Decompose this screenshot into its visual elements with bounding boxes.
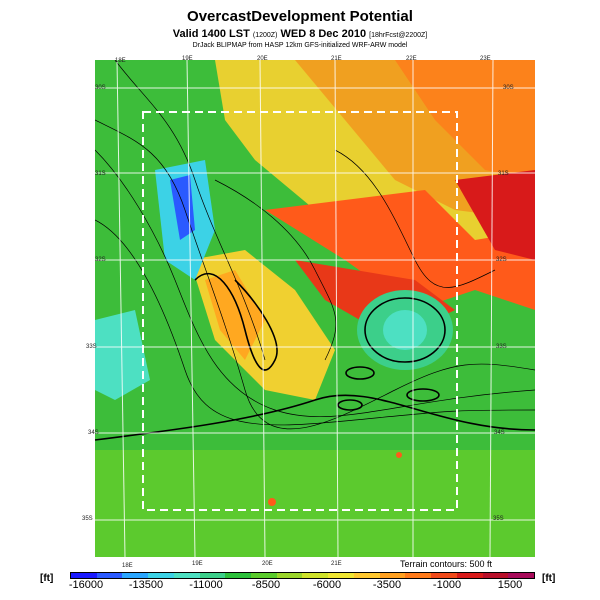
lat-label-right: 32S (496, 257, 507, 263)
colorbar-tick: -3500 (372, 579, 402, 591)
colorbar-tick: -11000 (189, 579, 223, 591)
colorbar-swatch (199, 573, 226, 578)
colorbar-swatch (148, 573, 174, 578)
lon-label-top: 20E (257, 56, 268, 62)
lat-label-left: 34S (88, 430, 99, 436)
lat-label-right: 34S (494, 430, 505, 436)
colorbar-swatch (225, 573, 252, 578)
lon-label-top: 18E (115, 58, 126, 64)
colorbar-swatch (251, 573, 277, 578)
map-title: OvercastDevelopment Potential (187, 8, 413, 25)
terrain-contours-note: Terrain contours: 500 ft (400, 559, 493, 569)
lat-label-left: 30S (95, 85, 106, 91)
colorbar-tick: -13500 (128, 579, 164, 591)
lon-label-bottom: 19E (192, 561, 203, 567)
lon-label-bottom: 21E (331, 561, 342, 567)
colorbar-swatch (431, 573, 457, 578)
colorbar-swatch (405, 573, 432, 578)
colorbar-swatch (353, 573, 380, 578)
lon-label-bottom: 20E (262, 561, 273, 567)
lat-label-left: 35S (82, 516, 93, 522)
colorbar-tick: -6000 (312, 579, 342, 591)
lat-label-left: 32S (95, 257, 106, 263)
lat-label-left: 33S (86, 344, 97, 350)
colorbar-swatch (122, 573, 149, 578)
colorbar-swatch (276, 573, 303, 578)
colorbar (70, 572, 535, 579)
colorbar-swatch (71, 573, 97, 578)
colorbar-unit-left: [ft] (40, 573, 54, 584)
lon-label-top: 21E (331, 56, 342, 62)
credit-line: DrJack BLIPMAP from HASP 12km GFS-initia… (192, 42, 408, 49)
colorbar-tick: -8500 (251, 579, 281, 591)
lat-label-right: 31S (498, 171, 509, 177)
colorbar-tick: 1500 (497, 579, 523, 591)
colorbar-swatch (379, 573, 406, 578)
forecast-map (95, 60, 535, 557)
colorbar-tick: -1000 (432, 579, 462, 591)
colorbar-unit-right: [ft] (542, 573, 556, 584)
colorbar-swatch (456, 573, 483, 578)
lat-label-right: 33S (496, 344, 507, 350)
colorbar-swatch (328, 573, 354, 578)
colorbar-tick: -16000 (68, 579, 104, 591)
colorbar-swatch (508, 573, 534, 578)
lon-label-top: 23E (480, 56, 491, 62)
lat-label-right: 35S (493, 516, 504, 522)
lon-label-top: 19E (182, 56, 193, 62)
colorbar-swatch (482, 573, 509, 578)
lat-label-left: 31S (95, 171, 106, 177)
lon-label-bottom: 18E (122, 563, 133, 569)
colorbar-swatch (173, 573, 200, 578)
colorbar-swatch (302, 573, 329, 578)
lat-label-right: 30S (503, 85, 514, 91)
lon-label-top: 22E (406, 56, 417, 62)
colorbar-swatch (96, 573, 123, 578)
valid-time: Valid 1400 LST (1200Z) WED 8 Dec 2010 [1… (172, 28, 428, 40)
